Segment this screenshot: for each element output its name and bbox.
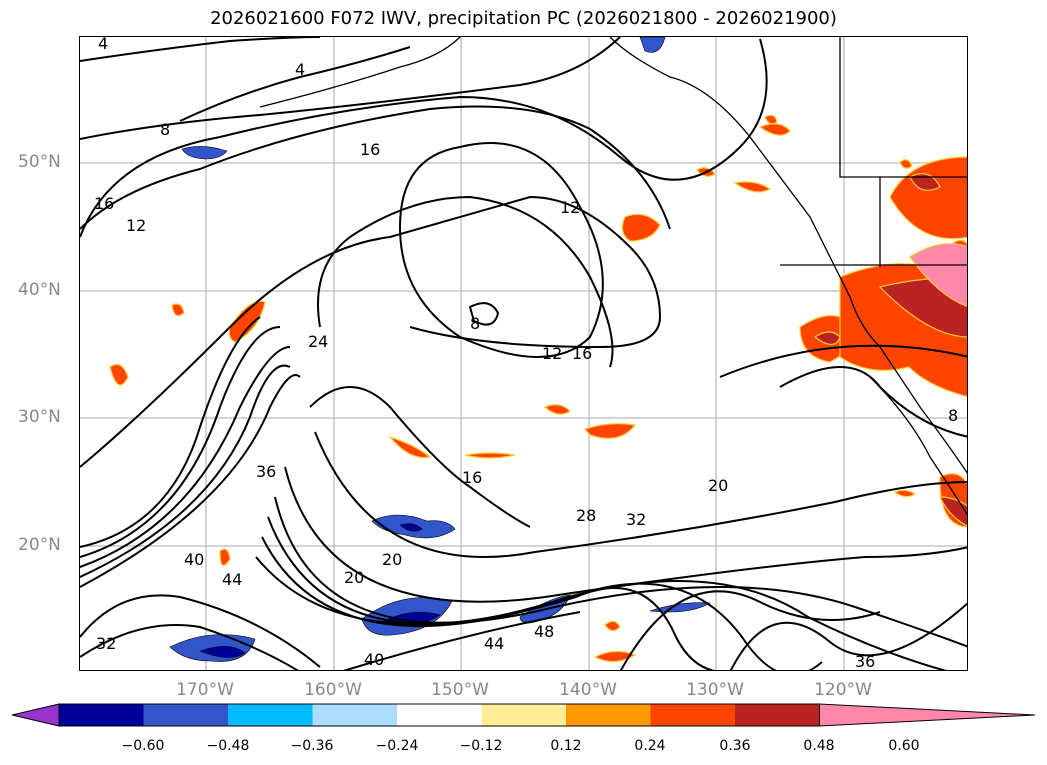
lon-label-120w: 120°W	[814, 680, 872, 700]
precip-positive-patches	[109, 114, 967, 663]
contour-label: 8	[470, 314, 480, 333]
contour-label: 24	[308, 332, 328, 351]
contour-label: 12	[126, 216, 146, 235]
colorbar-tick: 0.24	[634, 738, 666, 754]
contour-labels: 4 4 8 16 12 16 12 24 8 12 16 36 16 20 28…	[94, 37, 958, 671]
colorbar-tick: −0.60	[121, 738, 165, 754]
contour-label: 20	[382, 550, 402, 569]
contour-label: 32	[96, 634, 116, 653]
colorbar-tick: −0.12	[459, 738, 503, 754]
contour-label: 20	[344, 568, 364, 587]
contour-label: 8	[160, 120, 170, 139]
contour-label: 44	[484, 634, 504, 653]
precip-negative-patches	[169, 37, 711, 662]
map-title: 2026021600 F072 IWV, precipitation PC (2…	[210, 8, 837, 29]
contour-label: 4	[295, 60, 305, 79]
lon-label-170w: 170°W	[176, 680, 234, 700]
contour-label: 8	[948, 406, 958, 425]
contour-label: 32	[626, 510, 646, 529]
contour-label: 40	[184, 550, 204, 569]
contour-label: 28	[576, 506, 596, 525]
lat-label-50n: 50°N	[18, 152, 61, 172]
colorbar-extend-left	[11, 703, 60, 727]
colorbar-segment	[143, 704, 228, 726]
colorbar-tick: 0.60	[888, 738, 920, 754]
lon-label-150w: 150°W	[431, 680, 489, 700]
colorbar-tick: −0.48	[206, 738, 250, 754]
colorbar	[11, 703, 1036, 727]
contour-label: 36	[855, 652, 875, 671]
lat-label-40n: 40°N	[18, 280, 61, 300]
colorbar-segment	[59, 704, 144, 726]
colorbar-tick: 0.12	[550, 738, 582, 754]
contour-label: 16	[360, 140, 380, 159]
contour-label: 20	[708, 476, 728, 495]
graticule	[80, 37, 967, 670]
colorbar-tick: −0.36	[290, 738, 334, 754]
contour-label: 16	[94, 194, 114, 213]
colorbar-tick: 0.48	[803, 738, 835, 754]
colorbar-segment	[228, 704, 313, 726]
coastlines	[259, 37, 967, 516]
colorbar-segment	[735, 704, 820, 726]
lon-label-140w: 140°W	[559, 680, 617, 700]
colorbar-tick: 0.36	[719, 738, 751, 754]
contour-label: 40	[364, 650, 384, 669]
contour-label: 12	[542, 344, 562, 363]
colorbar-segment	[481, 704, 566, 726]
contour-label: 36	[256, 462, 276, 481]
contour-label: 16	[572, 344, 592, 363]
colorbar-tick: −0.24	[375, 738, 419, 754]
colorbar-segment	[312, 704, 397, 726]
colorbar-outline	[58, 703, 820, 727]
contour-label: 16	[462, 468, 482, 487]
colorbar-segment	[397, 704, 482, 726]
colorbar-extend-right	[819, 703, 1036, 727]
contour-label: 12	[560, 198, 580, 217]
lat-label-20n: 20°N	[18, 535, 61, 555]
lon-label-130w: 130°W	[686, 680, 744, 700]
lat-label-30n: 30°N	[18, 407, 61, 427]
colorbar-segment	[650, 704, 735, 726]
contour-label: 4	[98, 37, 108, 53]
contour-label: 44	[222, 570, 242, 589]
map-panel: 4 4 8 16 12 16 12 24 8 12 16 36 16 20 28…	[79, 36, 968, 671]
map-canvas: 4 4 8 16 12 16 12 24 8 12 16 36 16 20 28…	[80, 37, 967, 671]
contour-label: 48	[534, 622, 554, 641]
lon-label-160w: 160°W	[304, 680, 362, 700]
iwv-contours	[80, 37, 967, 670]
colorbar-segment	[566, 704, 651, 726]
